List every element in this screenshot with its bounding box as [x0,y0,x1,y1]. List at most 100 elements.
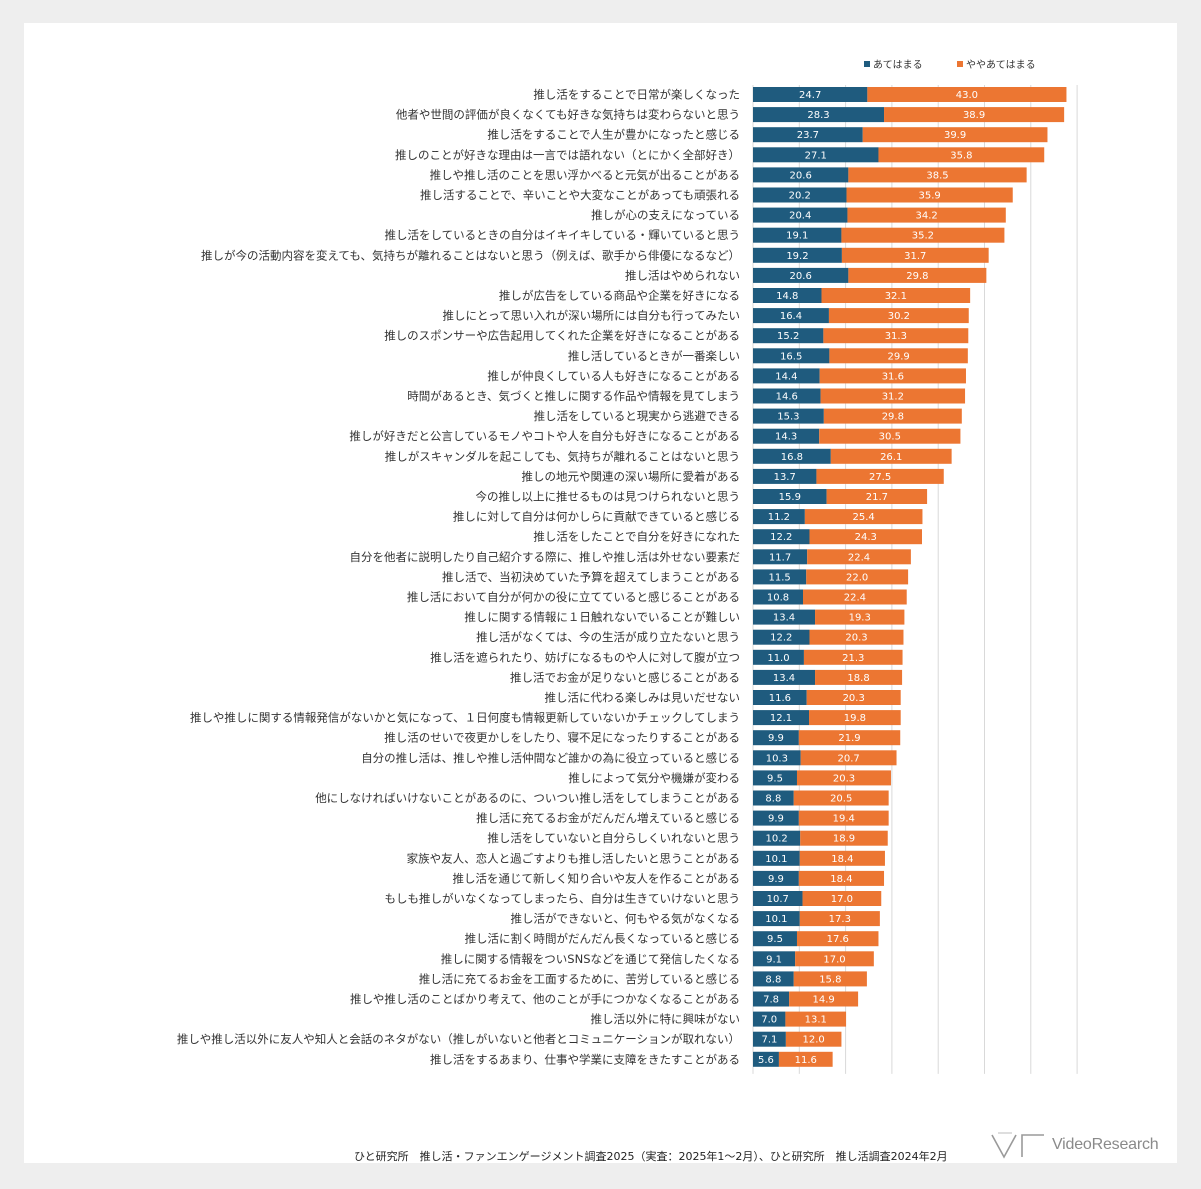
category-label: 推しや推し活のことを思い浮かべると元気が出ることがある [430,168,740,182]
value-label: 30.2 [888,311,910,322]
category-label: 自分を他者に説明したり自己紹介する際に、推しや推し活は外せない要素だ [349,550,740,564]
bar-segment-atehamaru [753,669,816,685]
bar-segment-yaya-atehamaru [848,267,987,283]
value-label: 31.6 [882,371,904,382]
category-label: 推し活がなくては、今の生活が成り立たないと思う [476,630,740,644]
bar-segment-atehamaru [753,790,794,806]
value-label: 20.3 [845,633,867,644]
value-label: 31.2 [882,392,904,403]
value-label: 10.1 [765,914,787,925]
bar-segment-atehamaru [753,690,807,705]
value-label: 35.9 [919,191,941,202]
category-label: 推し活しているときが一番楽しい [568,349,740,363]
category-label: 推しにとって思い入れが深い場所には自分も行ってみたい [442,309,740,323]
value-label: 38.9 [963,110,985,121]
category-label: 推し活において自分が何かの役に立てていると感じることがある [407,590,740,604]
bar-segment-yaya-atehamaru [802,891,882,906]
bar-segment-yaya-atehamaru [800,830,888,846]
category-label: 家族や友人、恋人と過ごすよりも推し活したいと思うことがある [407,851,740,865]
bar-segment-atehamaru [753,549,808,565]
value-label: 32.1 [885,291,907,302]
value-label: 19.3 [849,613,871,624]
value-label: 24.3 [855,532,877,543]
category-label: 推し活に充てるお金がだんだん増えていると感じる [476,811,740,825]
value-label: 22.0 [846,572,868,583]
value-label: 18.4 [831,854,853,865]
category-label: 推し活に代わる楽しみは見いだせない [545,691,741,705]
value-label: 21.3 [842,653,864,664]
bar-segment-yaya-atehamaru [798,810,889,826]
value-label: 16.4 [780,311,802,322]
bar-segment-atehamaru [753,328,824,344]
category-label: 推しが広告をしている商品や企業を好きになる [499,289,740,303]
bar-segment-atehamaru [753,529,810,545]
bar-segment-yaya-atehamaru [793,790,889,806]
bar-segment-yaya-atehamaru [803,589,907,605]
category-label: 推し活をすることで人生が豊かになったと感じる [487,128,740,142]
bar-segment-yaya-atehamaru [799,850,885,866]
value-label: 29.8 [882,412,904,423]
value-label: 20.3 [843,693,865,704]
bar-segment-atehamaru [753,911,800,927]
value-label: 29.9 [887,351,909,362]
value-label: 11.0 [767,653,789,664]
value-label: 17.0 [823,954,845,965]
value-label: 20.4 [789,211,811,222]
category-label: 推し活に充てるお金を工面するために、苦労していると感じる [419,972,740,986]
bar-segment-atehamaru [753,207,848,223]
value-label: 23.7 [797,130,819,141]
bar-segment-atehamaru [753,448,831,464]
bar-segment-yaya-atehamaru [829,348,968,364]
category-label: 推しが心の支えになっている [591,208,740,222]
category-label: 推しがスキャンダルを起こしても、気持ちが離れることはないと思う [385,449,740,463]
value-label: 18.4 [830,874,852,885]
value-label: 19.4 [833,814,855,825]
value-label: 18.8 [847,673,869,684]
value-label: 9.5 [767,934,783,945]
value-label: 13.4 [773,613,795,624]
value-label: 7.0 [761,1015,777,1026]
value-label: 26.1 [880,452,902,463]
category-label: 推しに対して自分は何かしらに貢献できていると感じる [453,510,740,524]
value-label: 29.8 [906,271,928,282]
value-label: 9.9 [768,874,784,885]
bar-segment-yaya-atehamaru [785,1011,847,1027]
bar-segment-atehamaru [753,589,804,605]
value-label: 14.3 [775,432,797,443]
bar-segment-yaya-atehamaru [796,770,891,786]
bar-segment-atehamaru [753,107,885,123]
category-label: 推し活ができないと、何もやる気がなくなる [510,912,740,926]
bar-segment-yaya-atehamaru [848,167,1027,183]
value-label: 11.7 [769,552,791,563]
bar-segment-atehamaru [753,388,821,404]
bar-segment-yaya-atehamaru [815,609,905,625]
category-label: 自分の推し活は、推しや推し活仲間など誰かの為に役立っていると感じる [361,751,740,765]
bar-segment-atehamaru [753,408,824,424]
bar-segment-yaya-atehamaru [884,107,1065,123]
value-label: 34.2 [915,211,937,222]
bar-segment-yaya-atehamaru [798,730,901,746]
value-label: 13.7 [774,472,796,483]
value-label: 19.1 [786,231,808,242]
category-label: 他者や世間の評価が良くなくても好きな気持ちは変わらないと思う [396,108,740,122]
category-label: 推し活をしたことで自分を好きになれた [533,530,740,544]
bar-segment-yaya-atehamaru [796,931,879,947]
value-label: 15.2 [777,331,799,342]
category-label: 推しに関する情報に１日触れないでいることが難しい [464,610,740,624]
category-label: 推し活をしているときの自分はイキイキしている・輝いていると思う [385,228,740,242]
category-label: もしも推しがいなくなってしまったら、自分は生きていけないと思う [385,892,740,906]
bar-segment-yaya-atehamaru [778,1051,833,1067]
bar-segment-atehamaru [753,227,842,243]
value-label: 8.8 [765,974,781,985]
category-label: 推しが今の活動内容を変えても、気持ちが離れることはないと思う（例えば、歌手から俳… [201,248,740,262]
value-label: 15.8 [819,974,841,985]
value-label: 12.2 [770,633,792,644]
bar-segment-yaya-atehamaru [821,288,971,303]
bar-segment-atehamaru [753,127,863,143]
value-label: 19.8 [844,713,866,724]
value-label: 14.6 [776,392,798,403]
value-label: 31.7 [904,251,926,262]
value-label: 27.5 [869,472,891,483]
category-label: 推し活をしていないと自分らしくいれないと思う [487,831,740,845]
bar-segment-yaya-atehamaru [820,388,966,404]
